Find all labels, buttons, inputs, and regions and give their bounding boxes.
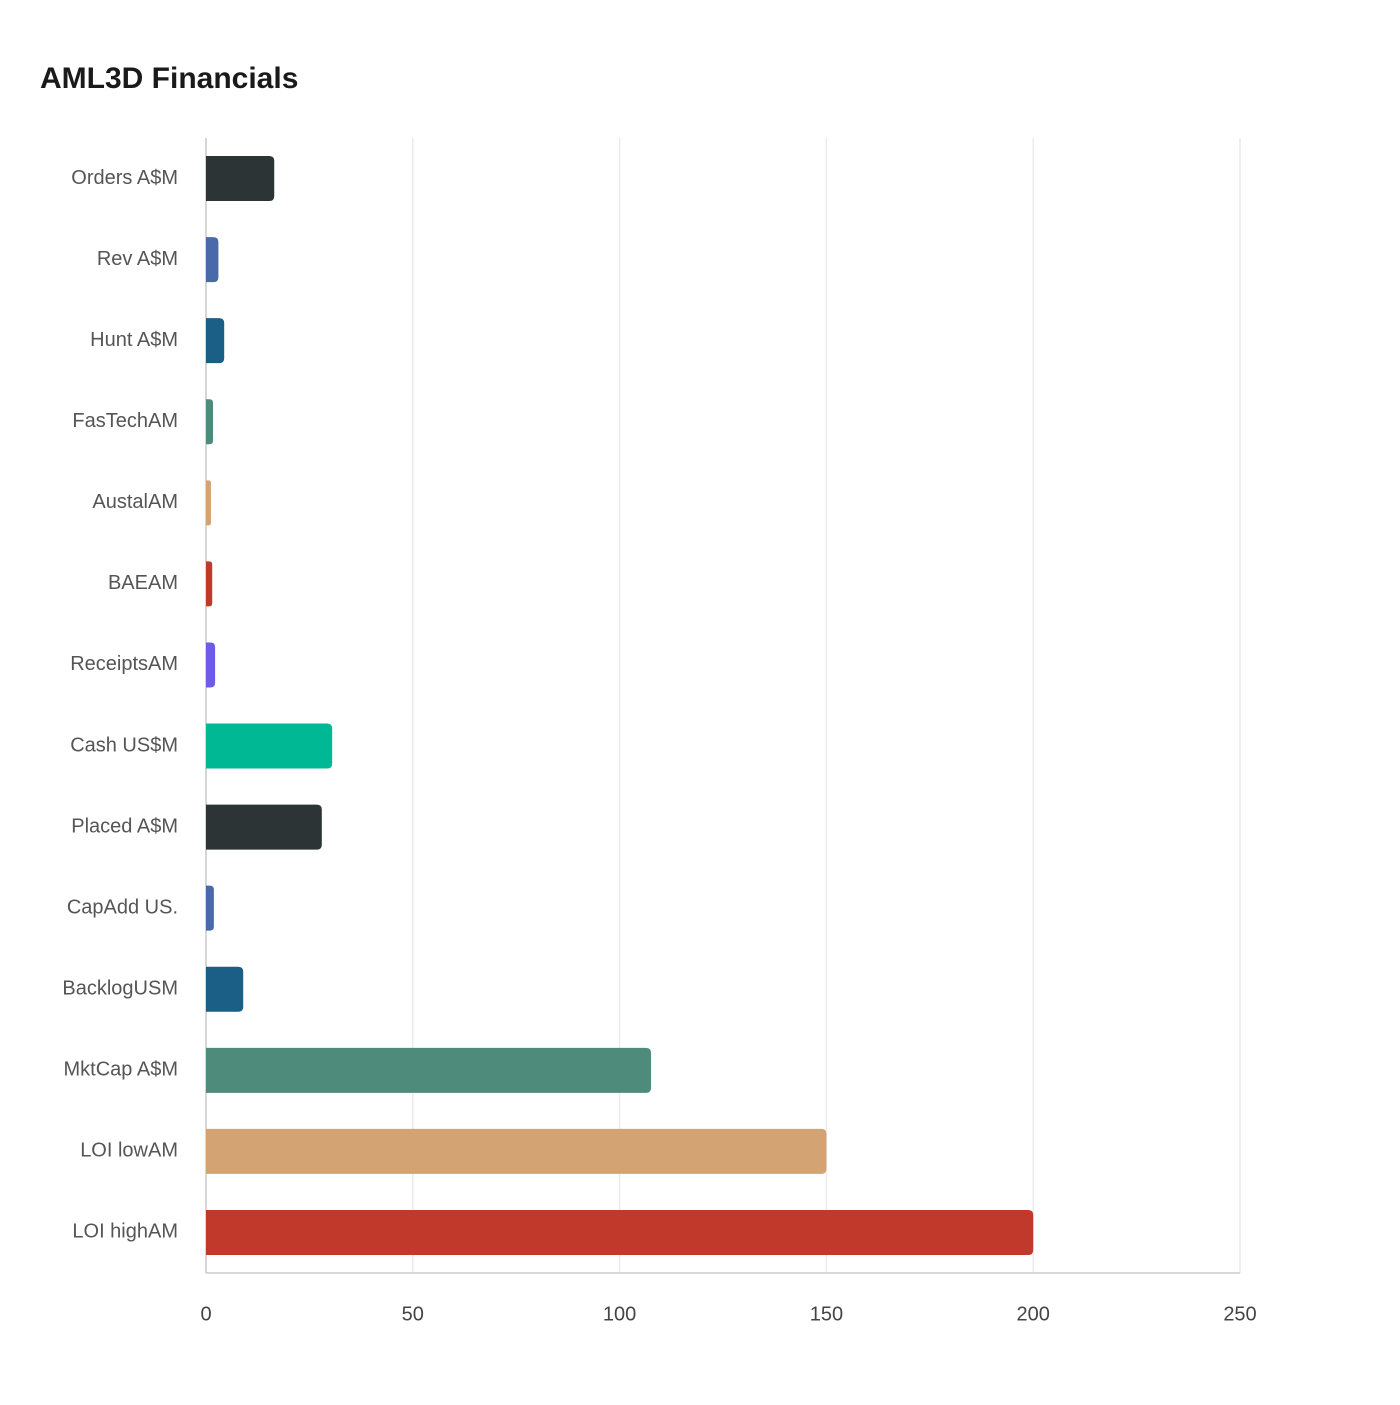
x-tick-label: 0 [200, 1303, 211, 1325]
y-tick-label: BacklogUSM [62, 978, 178, 1000]
y-tick-label: Rev A$M [97, 248, 178, 270]
y-tick-label: CapAdd US. [67, 896, 178, 918]
bar [206, 1128, 827, 1174]
bar [206, 723, 333, 769]
x-tick-label: 200 [1017, 1303, 1050, 1325]
x-tick-label: 50 [402, 1303, 424, 1325]
chart-title: AML3D Financials [40, 62, 298, 95]
bar [206, 480, 211, 526]
x-tick-label: 150 [810, 1303, 843, 1325]
bar [206, 966, 244, 1012]
x-tick-label: 250 [1223, 1303, 1256, 1325]
bar [206, 885, 214, 931]
y-tick-label: LOI highAM [72, 1221, 178, 1243]
y-tick-label: Placed A$M [71, 815, 178, 837]
y-tick-label: AustalAM [92, 491, 178, 513]
y-tick-label: Orders A$M [71, 167, 178, 189]
bar [206, 642, 216, 688]
bar [206, 1047, 652, 1093]
bar [206, 237, 219, 283]
bar [206, 1209, 1034, 1255]
bar [206, 561, 213, 607]
bar [206, 399, 214, 445]
y-tick-label: ReceiptsAM [70, 653, 178, 675]
y-tick-label: BAEAM [108, 572, 178, 594]
y-tick-label: Cash US$M [70, 734, 178, 756]
y-tick-label: Hunt A$M [90, 329, 178, 351]
y-tick-label: MktCap A$M [64, 1059, 178, 1081]
bar [206, 156, 275, 202]
bar [206, 318, 225, 364]
bar [206, 804, 322, 850]
x-tick-label: 100 [603, 1303, 636, 1325]
y-tick-label: LOI lowAM [80, 1140, 178, 1162]
y-tick-label: FasTechAM [72, 410, 178, 432]
